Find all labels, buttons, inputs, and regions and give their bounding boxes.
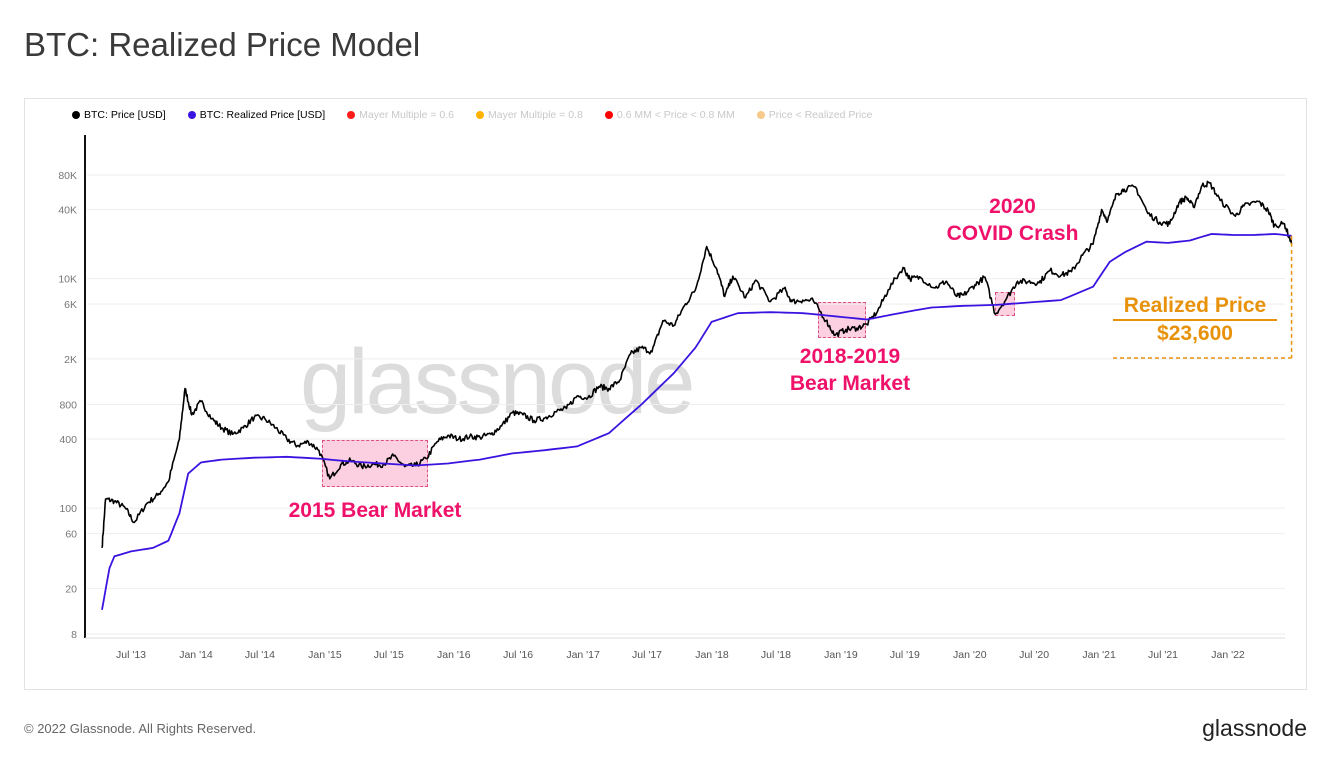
x-tick-label: Jul '18 <box>761 649 791 661</box>
copyright: © 2022 Glassnode. All Rights Reserved. <box>24 721 257 736</box>
legend: BTC: Price [USD] BTC: Realized Price [US… <box>72 109 872 121</box>
annotation-2015-bear: 2015 Bear Market <box>288 499 462 522</box>
page-title: BTC: Realized Price Model <box>24 26 421 63</box>
x-tick-label: Jul '19 <box>890 649 920 661</box>
annotation-2018-bear: 2018-2019 Bear Market <box>770 343 930 397</box>
annotation-line: 2020 <box>989 195 1036 218</box>
legend-item-mayer-06[interactable]: Mayer Multiple = 0.6 <box>347 109 454 121</box>
x-tick-label: Jul '14 <box>245 649 275 661</box>
legend-label: 0.6 MM < Price < 0.8 MM <box>616 109 735 121</box>
x-tick-label: Jul '13 <box>116 649 146 661</box>
legend-dot <box>756 111 765 119</box>
x-tick-label: Jul '17 <box>632 649 662 661</box>
x-tick-label: Jan '20 <box>953 649 987 661</box>
y-tick-label: 6K <box>64 299 77 311</box>
legend-label: Mayer Multiple = 0.6 <box>359 109 454 121</box>
price-line <box>101 180 1293 549</box>
legend-dot <box>347 111 356 119</box>
legend-label: Mayer Multiple = 0.8 <box>487 109 583 121</box>
brand-logo: glassnode <box>1202 715 1307 741</box>
legend-item-below-realized[interactable]: Price < Realized Price <box>756 109 873 121</box>
legend-label: BTC: Price [USD] <box>84 109 166 121</box>
x-tick-label: Jan '14 <box>179 649 213 661</box>
y-tick-label: 100 <box>59 503 77 515</box>
y-tick-label: 80K <box>58 170 77 182</box>
x-tick-label: Jan '21 <box>1082 649 1116 661</box>
chart-card <box>24 98 1307 690</box>
annotation-covid: 2020 COVID Crash <box>930 193 1095 247</box>
legend-label: BTC: Realized Price [USD] <box>199 109 326 121</box>
annotation-line: Bear Market <box>789 372 911 395</box>
annotation-line: COVID Crash <box>946 222 1079 245</box>
x-tick-label: Jan '16 <box>437 649 471 661</box>
legend-dot <box>72 111 80 119</box>
legend-label: Price < Realized Price <box>768 109 873 121</box>
y-tick-label: 20 <box>65 583 77 595</box>
y-tick-label: 8 <box>71 629 77 641</box>
legend-dot <box>187 111 196 119</box>
legend-item-price[interactable]: BTC: Price [USD] <box>72 109 166 121</box>
x-tick-label: Jul '16 <box>503 649 533 661</box>
y-tick-label: 10K <box>58 274 77 286</box>
realized-price-line <box>101 233 1292 610</box>
x-tick-label: Jan '19 <box>824 649 858 661</box>
x-tick-label: Jan '18 <box>695 649 729 661</box>
legend-item-mm-band[interactable]: 0.6 MM < Price < 0.8 MM <box>604 109 735 121</box>
annotation-realized-price: Realized Price $23,600 <box>1113 294 1277 346</box>
x-tick-label: Jan '17 <box>566 649 600 661</box>
y-tick-label: 60 <box>65 529 77 541</box>
x-tick-label: Jan '15 <box>308 649 342 661</box>
legend-dot <box>604 111 613 119</box>
y-tick-label: 800 <box>59 400 77 412</box>
legend-item-mayer-08[interactable]: Mayer Multiple = 0.8 <box>475 109 583 121</box>
y-tick-label: 40K <box>58 205 77 217</box>
annotation-line: 2018-2019 <box>799 345 901 368</box>
x-tick-label: Jul '21 <box>1148 649 1178 661</box>
x-tick-label: Jul '15 <box>374 649 404 661</box>
x-tick-label: Jul '20 <box>1019 649 1049 661</box>
y-tick-label: 400 <box>59 434 77 446</box>
legend-dot <box>475 111 484 119</box>
realized-price-label: Realized Price <box>1113 294 1277 321</box>
legend-item-realized-price[interactable]: BTC: Realized Price [USD] <box>187 109 326 121</box>
realized-price-value: $23,600 <box>1157 322 1233 345</box>
x-tick-label: Jan '22 <box>1211 649 1245 661</box>
y-tick-label: 2K <box>64 354 77 366</box>
